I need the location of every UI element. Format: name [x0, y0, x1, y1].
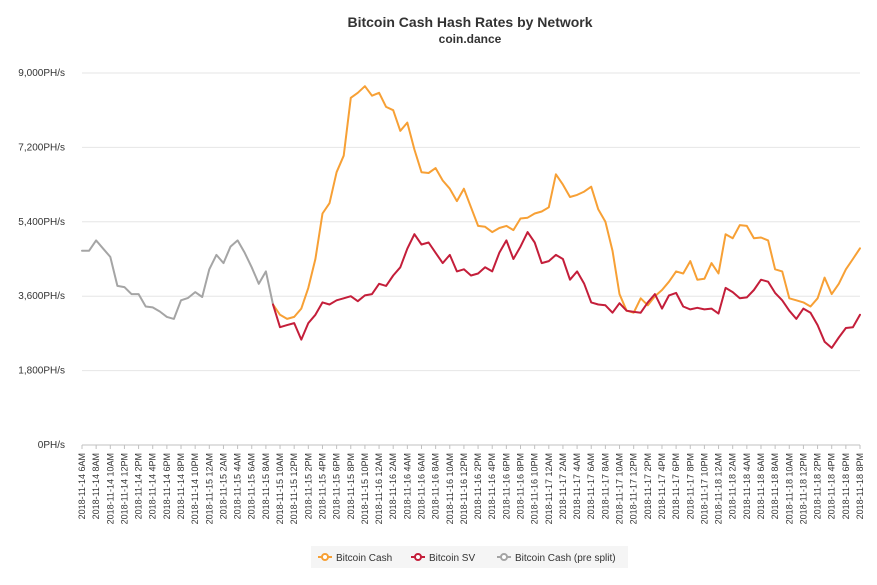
legend-marker — [500, 553, 508, 561]
x-tick-label: 2018-11-15 12AM — [204, 453, 214, 524]
x-tick-label: 2018-11-18 4AM — [742, 453, 752, 519]
x-tick-label: 2018-11-15 10AM — [275, 453, 285, 524]
gridlines — [82, 72, 860, 446]
x-tick-label: 2018-11-17 6AM — [586, 453, 596, 519]
y-tick-label: 3,600PH/s — [18, 291, 65, 302]
x-tick-label: 2018-11-14 2PM — [134, 453, 144, 519]
x-tick-label: 2018-11-18 2PM — [813, 453, 823, 519]
x-tick-label: 2018-11-15 4AM — [233, 453, 243, 519]
series-line-bitcoin-cash — [272, 85, 861, 320]
x-tick-label: 2018-11-15 12PM — [289, 453, 299, 524]
y-tick-label: 9,000PH/s — [18, 68, 65, 79]
x-tick-label: 2018-11-18 10AM — [784, 453, 794, 524]
x-tick-label: 2018-11-18 8PM — [855, 453, 865, 519]
x-tick-label: 2018-11-15 4PM — [317, 453, 327, 519]
x-tick-label: 2018-11-18 8AM — [770, 453, 780, 519]
x-tick-label: 2018-11-18 6PM — [841, 453, 851, 519]
x-tick-label: 2018-11-17 2AM — [558, 453, 568, 519]
x-tick-label: 2018-11-17 2PM — [643, 453, 653, 519]
legend-item[interactable]: Bitcoin Cash — [318, 553, 392, 564]
legend-label: Bitcoin Cash — [336, 553, 392, 564]
x-tick-label: 2018-11-14 8PM — [176, 453, 186, 519]
series-lines — [81, 85, 861, 349]
legend-label: Bitcoin Cash (pre split) — [515, 553, 616, 564]
x-tick-label: 2018-11-15 8AM — [261, 453, 271, 519]
x-tick-label: 2018-11-16 8PM — [516, 453, 526, 519]
x-tick-label: 2018-11-16 2PM — [473, 453, 483, 519]
y-tick-label: 1,800PH/s — [18, 366, 65, 377]
x-tick-label: 2018-11-17 4PM — [657, 453, 667, 519]
x-tick-label: 2018-11-17 6PM — [671, 453, 681, 519]
series-line-bitcoin-sv — [272, 231, 861, 349]
x-tick-label: 2018-11-14 8AM — [91, 453, 101, 519]
legend-background — [311, 546, 628, 568]
x-tick-label: 2018-11-17 8AM — [600, 453, 610, 519]
x-tick-label: 2018-11-17 10PM — [699, 453, 709, 524]
y-tick-label: 5,400PH/s — [18, 217, 65, 228]
x-tick-label: 2018-11-14 6AM — [77, 453, 87, 519]
y-axis: 0PH/s 1,800PH/s 3,600PH/s 5,400PH/s 7,200PH/… — [18, 68, 65, 451]
x-tick-label: 2018-11-15 10PM — [360, 453, 370, 524]
x-tick-label: 2018-11-16 12PM — [459, 453, 469, 524]
x-tick-label: 2018-11-18 2AM — [728, 453, 738, 519]
x-tick-label: 2018-11-18 12PM — [798, 453, 808, 524]
x-tick-label: 2018-11-18 4PM — [827, 453, 837, 519]
legend-item[interactable]: Bitcoin Cash (pre split) — [497, 553, 616, 564]
x-tick-label: 2018-11-15 8PM — [346, 453, 356, 519]
legend: Bitcoin Cash Bitcoin SV Bitcoin Cash (pre … — [311, 546, 628, 568]
y-tick-label: 0PH/s — [38, 440, 65, 451]
x-tick-label: 2018-11-18 6AM — [756, 453, 766, 519]
x-tick-label: 2018-11-17 12AM — [544, 453, 554, 524]
x-tick-label: 2018-11-14 10AM — [105, 453, 115, 524]
x-tick-label: 2018-11-15 6AM — [247, 453, 257, 519]
x-tick-label: 2018-11-16 12AM — [374, 453, 384, 524]
x-tick-label: 2018-11-17 8PM — [685, 453, 695, 519]
x-tick-label: 2018-11-17 10AM — [615, 453, 625, 524]
legend-label: Bitcoin SV — [429, 553, 475, 564]
x-tick-label: 2018-11-15 2PM — [303, 453, 313, 519]
x-tick-label: 2018-11-15 2AM — [218, 453, 228, 519]
x-tick-label: 2018-11-14 4PM — [148, 453, 158, 519]
x-tick-label: 2018-11-16 2AM — [388, 453, 398, 519]
x-tick-label: 2018-11-17 4AM — [572, 453, 582, 519]
x-tick-label: 2018-11-14 6PM — [162, 453, 172, 519]
x-tick-label: 2018-11-18 12AM — [714, 453, 724, 524]
x-tick-label: 2018-11-16 10PM — [530, 453, 540, 524]
x-axis: 2018-11-14 6AM 2018-11-14 8AM 2018-11-14 1… — [77, 445, 865, 524]
legend-marker — [414, 553, 422, 561]
x-tick-label: 2018-11-14 10PM — [190, 453, 200, 524]
chart-title: Bitcoin Cash Hash Rates by Network — [347, 14, 592, 30]
x-tick-label: 2018-11-17 12PM — [629, 453, 639, 524]
x-tick-label: 2018-11-16 4PM — [487, 453, 497, 519]
x-tick-label: 2018-11-14 12PM — [119, 453, 129, 524]
chart-subtitle: coin.dance — [439, 32, 502, 46]
legend-marker — [321, 553, 329, 561]
x-tick-label: 2018-11-16 6AM — [416, 453, 426, 519]
x-tick-label: 2018-11-16 6PM — [501, 453, 511, 519]
y-tick-label: 7,200PH/s — [18, 142, 65, 153]
x-tick-label: 2018-11-16 10AM — [445, 453, 455, 524]
x-tick-label: 2018-11-15 6PM — [332, 453, 342, 519]
x-tick-label: 2018-11-16 4AM — [402, 453, 412, 519]
x-tick-label: 2018-11-16 8AM — [431, 453, 441, 519]
series-line-bitcoin-cash-pre-split — [81, 239, 274, 320]
legend-item[interactable]: Bitcoin SV — [411, 553, 475, 564]
